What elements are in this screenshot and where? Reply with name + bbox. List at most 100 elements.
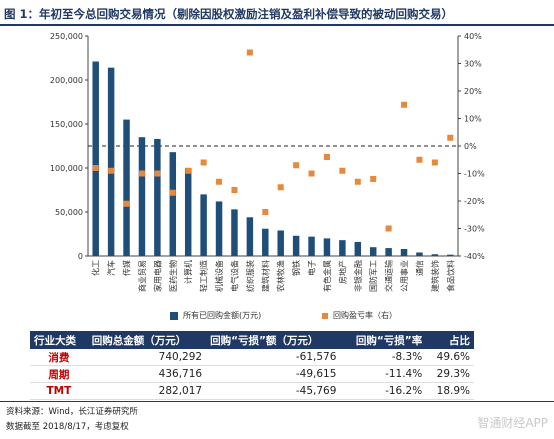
point-建筑材料: [262, 209, 269, 215]
x-axis-category-label: 公用事业: [399, 260, 409, 292]
legend-point-swatch: [322, 312, 328, 319]
title-divider: [0, 24, 554, 26]
x-axis-category-label: 计算机: [183, 260, 193, 284]
row-rate: -8.3%: [340, 349, 427, 366]
right-axis-tick-label: -40%: [464, 252, 485, 261]
bar-有色金属: [323, 238, 331, 256]
point-家用电器: [154, 170, 161, 177]
row-loss: -61,576: [206, 349, 341, 366]
row-name: 消费: [30, 349, 88, 366]
header-share: 占比: [426, 331, 474, 349]
row-total: 282,017: [87, 382, 207, 400]
point-纺织服装: [246, 49, 253, 56]
row-loss: -45,769: [206, 382, 341, 400]
header-rate: 回购“亏损”率: [340, 331, 427, 349]
bar-公用事业: [400, 248, 408, 256]
row-total: 740,292: [87, 349, 207, 366]
x-axis-category-label: 电子: [307, 260, 317, 276]
x-axis-category-label: 医药生物: [168, 260, 178, 292]
x-axis-category-label: 建筑装饰: [430, 260, 440, 292]
combo-chart: 0 50,000 100,000 150,000 200,000 250,000 -40% -…: [50, 32, 485, 292]
point-轻工制造: [200, 159, 207, 166]
bar-轻工制造: [200, 194, 207, 256]
row-share: 29.3%: [426, 365, 474, 383]
bar-计算机: [184, 168, 192, 256]
point-房地产: [339, 167, 346, 174]
header-sector: 行业大类: [30, 331, 88, 349]
point-医药生物: [169, 189, 176, 196]
table-row: 周期 436,716 -49,615 -11.4% 29.3%: [30, 365, 474, 383]
x-axis-category-label: 有色金属: [322, 260, 332, 292]
legend-bar-swatch: [170, 311, 178, 320]
header-loss: 回购“亏损”额（万元）: [206, 331, 341, 349]
table-row: TMT 282,017 -45,769 -16.2% 18.9%: [30, 382, 474, 400]
bar-通信: [416, 252, 423, 256]
table-header-row: 行业大类 回购总金额（万元） 回购“亏损”额（万元） 回购“亏损”率 占比: [30, 331, 474, 349]
bar-非银金融: [354, 241, 362, 256]
point-国防军工: [370, 176, 377, 182]
source-divider: [0, 401, 554, 402]
row-share: 18.9%: [426, 382, 474, 400]
bar-电气设备: [231, 209, 238, 256]
x-axis-category-label: 农林牧渔: [276, 260, 286, 292]
point-计算机: [185, 167, 192, 174]
point-公用事业: [401, 101, 408, 108]
data-date-note: 数据截至 2018/8/17，考虑复权: [6, 422, 129, 432]
source-note: 资料来源：Wind，长江证券研究所: [6, 407, 138, 417]
right-axis-tick-label: 10%: [464, 115, 482, 124]
row-share: 49.6%: [426, 349, 474, 366]
bar-食品饮料: [447, 254, 454, 256]
point-传媒: [123, 200, 130, 207]
point-商业贸易: [138, 170, 145, 177]
x-axis-category-label: 建筑材料: [260, 260, 270, 292]
right-axis-tick-label: 40%: [464, 32, 482, 41]
point-通信: [416, 156, 423, 163]
bar-商业贸易: [138, 137, 146, 256]
summary-table: 行业大类 回购总金额（万元） 回购“亏损”额（万元） 回购“亏损”率 占比 消费…: [30, 331, 474, 400]
row-total: 436,716: [87, 365, 207, 383]
bar-汽车: [107, 67, 115, 257]
chart-legend: 所有已回购金额(万元) 回购盈亏率（右）: [0, 308, 554, 324]
row-rate: -16.2%: [340, 382, 427, 400]
right-axis-tick-label: -20%: [464, 197, 485, 206]
bar-电子: [308, 236, 315, 256]
bar-机械设备: [215, 201, 223, 256]
x-axis-category-label: 食品饮料: [445, 260, 455, 292]
x-axis-category-label: 国防军工: [368, 260, 378, 292]
bar-建筑材料: [262, 228, 269, 256]
bar-房地产: [339, 240, 346, 256]
x-axis-category-label: 交通运输: [384, 260, 394, 292]
x-axis-category-label: 电气设备: [229, 260, 239, 292]
left-axis-tick-label: 0: [78, 252, 83, 261]
x-axis-category-label: 商业贸易: [137, 260, 147, 292]
legend-bar-label: 所有已回购金额(万元): [183, 311, 262, 320]
watermark: 智通财经APP: [477, 416, 548, 430]
row-rate: -11.4%: [340, 365, 427, 383]
point-食品饮料: [447, 134, 454, 141]
point-化工: [92, 165, 99, 171]
bar-国防军工: [369, 247, 377, 256]
point-有色金属: [323, 154, 330, 160]
x-axis-category-label: 传媒: [122, 260, 132, 276]
figure-title: 图 1：年初至今总回购交易情况（剔除因股权激励注销及盈利补偿导致的被动回购交易）: [4, 7, 454, 21]
point-电子: [308, 170, 315, 177]
point-非银金融: [354, 178, 361, 185]
x-axis-category-label: 家用电器: [152, 260, 162, 292]
row-name: TMT: [30, 382, 88, 400]
bar-建筑装饰: [431, 254, 439, 256]
x-axis-category-label: 汽车: [106, 260, 116, 276]
row-loss: -49,615: [206, 365, 341, 383]
left-axis-tick-label: 150,000: [50, 120, 83, 129]
x-axis-category-label: 化工: [91, 260, 101, 276]
bar-纺织服装: [246, 217, 254, 256]
bar-钢铁: [292, 235, 300, 256]
point-农林牧渔: [277, 184, 284, 191]
header-total: 回购总金额（万元）: [87, 331, 207, 349]
right-axis-tick-label: -10%: [464, 170, 485, 179]
right-axis-tick-label: 30%: [464, 60, 482, 69]
left-axis-tick-label: 200,000: [50, 76, 83, 85]
point-钢铁: [293, 162, 300, 169]
left-axis-tick-label: 100,000: [50, 164, 83, 173]
right-axis-tick-label: 20%: [464, 87, 482, 96]
point-汽车: [108, 167, 115, 174]
